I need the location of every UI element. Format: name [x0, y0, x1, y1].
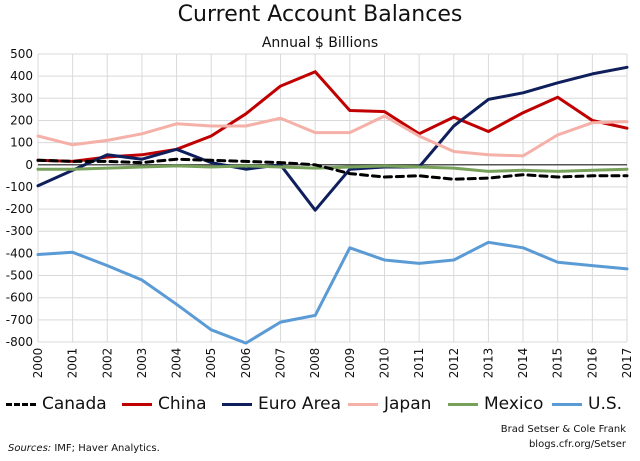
legend-label: Mexico [484, 394, 544, 414]
legend-swatch [448, 402, 478, 406]
y-tick-label: -800 [6, 335, 33, 349]
line-chart: 500 400 300 200 100 0 -100 -200 -300 -400 -500 -600… [6, 47, 634, 379]
x-tick-label: 2004 [170, 348, 184, 379]
legend: Canada China Euro Area Japan Mexico U.S. [0, 392, 640, 416]
legend-swatch [348, 402, 378, 406]
legend-item: Mexico [448, 392, 543, 416]
chart-subtitle: Annual $ Billions [261, 35, 379, 51]
x-tick-label: 2005 [204, 348, 218, 379]
legend-swatch [122, 402, 152, 406]
x-tick-label: 2001 [66, 348, 80, 379]
sources-text: IMF; Haver Analytics. [51, 443, 160, 454]
y-tick-label: -500 [6, 269, 33, 283]
y-tick-label: -600 [6, 291, 33, 305]
legend-label: Canada [42, 394, 107, 414]
y-axis-ticks: 500 400 300 200 100 0 -100 -200 -300 -400 -500 -600… [6, 47, 33, 349]
credit-authors: Brad Setser & Cole Frank [500, 424, 626, 435]
legend-swatch [552, 402, 582, 406]
y-tick-label: 200 [10, 113, 33, 127]
y-tick-label: -400 [6, 246, 33, 260]
x-tick-label: 2007 [274, 348, 288, 379]
y-tick-label: 400 [10, 69, 33, 83]
y-tick-label: -100 [6, 180, 33, 194]
y-tick-label: -700 [6, 313, 33, 327]
legend-swatch [222, 402, 252, 406]
sources-label: Sources: [8, 443, 52, 454]
sources-note: Sources: IMF; Haver Analytics. [8, 443, 160, 454]
legend-label: Euro Area [258, 394, 342, 414]
x-tick-label: 2011 [412, 348, 426, 379]
x-tick-label: 2016 [585, 348, 599, 379]
series-lines [36, 65, 629, 345]
x-tick-label: 2008 [308, 348, 322, 379]
series-line-mexico [36, 164, 629, 173]
y-tick-label: -300 [6, 224, 33, 238]
series-line-canada [36, 157, 629, 181]
y-tick-label: 500 [10, 47, 33, 61]
legend-label: Japan [384, 394, 432, 414]
series-line-china [36, 70, 629, 163]
x-tick-label: 2015 [551, 348, 565, 379]
y-tick-label: 300 [10, 91, 33, 105]
series-line-u-s [36, 240, 629, 345]
legend-item: U.S. [552, 392, 622, 416]
legend-swatch [6, 402, 36, 406]
x-tick-label: 2010 [377, 348, 391, 379]
series-line-japan [36, 114, 629, 158]
x-tick-label: 2012 [447, 348, 461, 379]
x-tick-label: 2014 [516, 348, 530, 379]
x-tick-label: 2009 [343, 348, 357, 379]
y-tick-label: 0 [25, 158, 33, 172]
legend-label: U.S. [588, 394, 623, 414]
x-tick-label: 2017 [620, 348, 634, 379]
legend-item: Canada [6, 392, 107, 416]
y-tick-label: 100 [10, 136, 33, 150]
legend-label: China [158, 394, 207, 414]
legend-item: Japan [348, 392, 431, 416]
x-tick-label: 2003 [135, 348, 149, 379]
legend-item: Euro Area [222, 392, 341, 416]
gridlines [37, 53, 628, 343]
x-tick-label: 2000 [31, 348, 45, 379]
credit-url: blogs.cfr.org/Setser [528, 439, 626, 450]
series-line-euro-area [36, 65, 629, 212]
x-tick-label: 2002 [100, 348, 114, 379]
credits: Brad Setser & Cole Frank blogs.cfr.org/S… [501, 422, 626, 452]
x-axis-ticks: 2000 2001 2002 2003 2004 2005 2006 2007 2008 2009… [31, 348, 634, 379]
legend-item: China [122, 392, 207, 416]
x-tick-label: 2013 [481, 348, 495, 379]
x-tick-label: 2006 [239, 348, 253, 379]
chart-title: Current Account Balances [177, 2, 463, 27]
y-tick-label: -200 [6, 202, 33, 216]
